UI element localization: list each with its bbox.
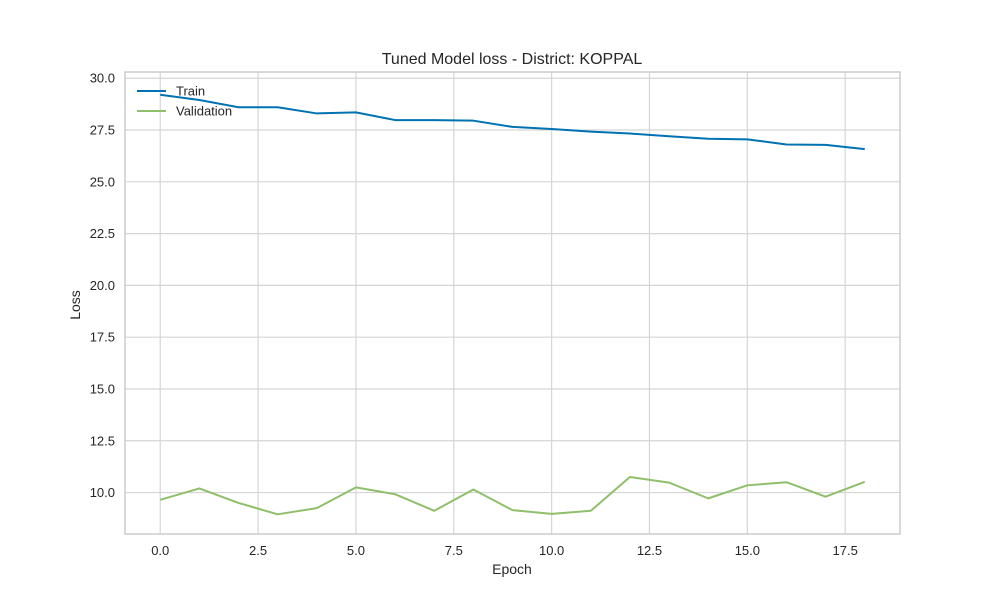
x-tick-label: 15.0 xyxy=(735,543,760,558)
series-line-validation xyxy=(159,476,866,516)
grid-lines xyxy=(125,72,900,534)
y-tick-label: 20.0 xyxy=(90,278,115,293)
plot-area-frame xyxy=(124,71,901,535)
x-tick-label: 0.0 xyxy=(151,543,169,558)
y-tick-label: 27.5 xyxy=(90,123,115,138)
y-tick-label: 12.5 xyxy=(90,433,115,448)
y-tick-label: 25.0 xyxy=(90,174,115,189)
x-axis-ticks: 0.0 2.5 5.0 7.5 10.0 12.5 15.0 17.5 xyxy=(151,543,858,558)
y-tick-label: 15.0 xyxy=(90,381,115,396)
x-tick-label: 17.5 xyxy=(833,543,858,558)
series-lines xyxy=(159,93,866,516)
legend-label-validation: Validation xyxy=(176,104,232,119)
legend-label-train: Train xyxy=(176,84,205,99)
y-tick-label: 30.0 xyxy=(90,71,115,86)
x-tick-label: 2.5 xyxy=(249,543,267,558)
y-tick-label: 22.5 xyxy=(90,226,115,241)
x-tick-label: 12.5 xyxy=(637,543,662,558)
y-axis-label: Loss xyxy=(67,290,83,320)
chart-title: Tuned Model loss - District: KOPPAL xyxy=(382,51,643,68)
y-tick-label: 17.5 xyxy=(90,330,115,345)
x-tick-label: 7.5 xyxy=(445,543,463,558)
x-tick-label: 10.0 xyxy=(539,543,564,558)
y-tick-label: 10.0 xyxy=(90,485,115,500)
x-axis-label: Epoch xyxy=(492,561,532,577)
y-axis-ticks: 10.0 12.5 15.0 17.5 20.0 22.5 25.0 27.5 30.0 xyxy=(90,71,115,500)
series-line-train xyxy=(160,93,865,151)
x-tick-label: 5.0 xyxy=(347,543,365,558)
legend: Train Validation xyxy=(137,84,232,119)
